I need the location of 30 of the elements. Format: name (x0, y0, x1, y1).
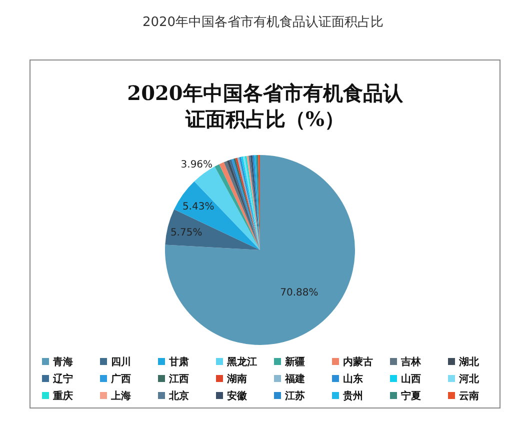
legend-label: 辽宁 (52, 373, 73, 385)
legend-label: 吉林 (400, 356, 422, 368)
chart-subtitle: 2020年中国各省市有机食品认证面积占比（%） (127, 81, 404, 131)
legend-label: 甘肃 (168, 356, 189, 368)
legend-label: 江西 (168, 373, 189, 385)
legend-label: 山西 (401, 373, 421, 385)
legend-label: 贵州 (342, 390, 363, 402)
legend-label: 北京 (168, 390, 189, 402)
legend-label: 河北 (458, 373, 480, 385)
legend-label: 宁夏 (401, 390, 421, 402)
legend-label: 黑龙江 (226, 356, 257, 368)
legend-label: 重庆 (52, 390, 73, 402)
chart-title: 2020年中国各省市有机食品认证面积占比 (142, 15, 384, 30)
data-label: 5.75% (170, 227, 202, 238)
legend-label: 福建 (284, 373, 305, 385)
legend-label: 青海 (52, 356, 73, 368)
legend-label: 山东 (343, 373, 363, 385)
legend-label: 广西 (110, 373, 131, 385)
legend-label: 新疆 (284, 356, 305, 368)
legend-label: 安徽 (227, 390, 248, 402)
legend-label: 四川 (111, 356, 131, 368)
legend-label: 湖南 (226, 373, 247, 385)
legend-label: 江苏 (284, 390, 305, 402)
legend-label: 内蒙古 (343, 356, 373, 368)
legend-label: 湖北 (458, 356, 480, 368)
data-label: 70.88% (280, 287, 318, 298)
data-label: 5.43% (182, 202, 214, 213)
legend-label: 上海 (110, 390, 131, 402)
data-label: 3.96% (180, 159, 213, 170)
legend-label: 云南 (459, 390, 479, 402)
